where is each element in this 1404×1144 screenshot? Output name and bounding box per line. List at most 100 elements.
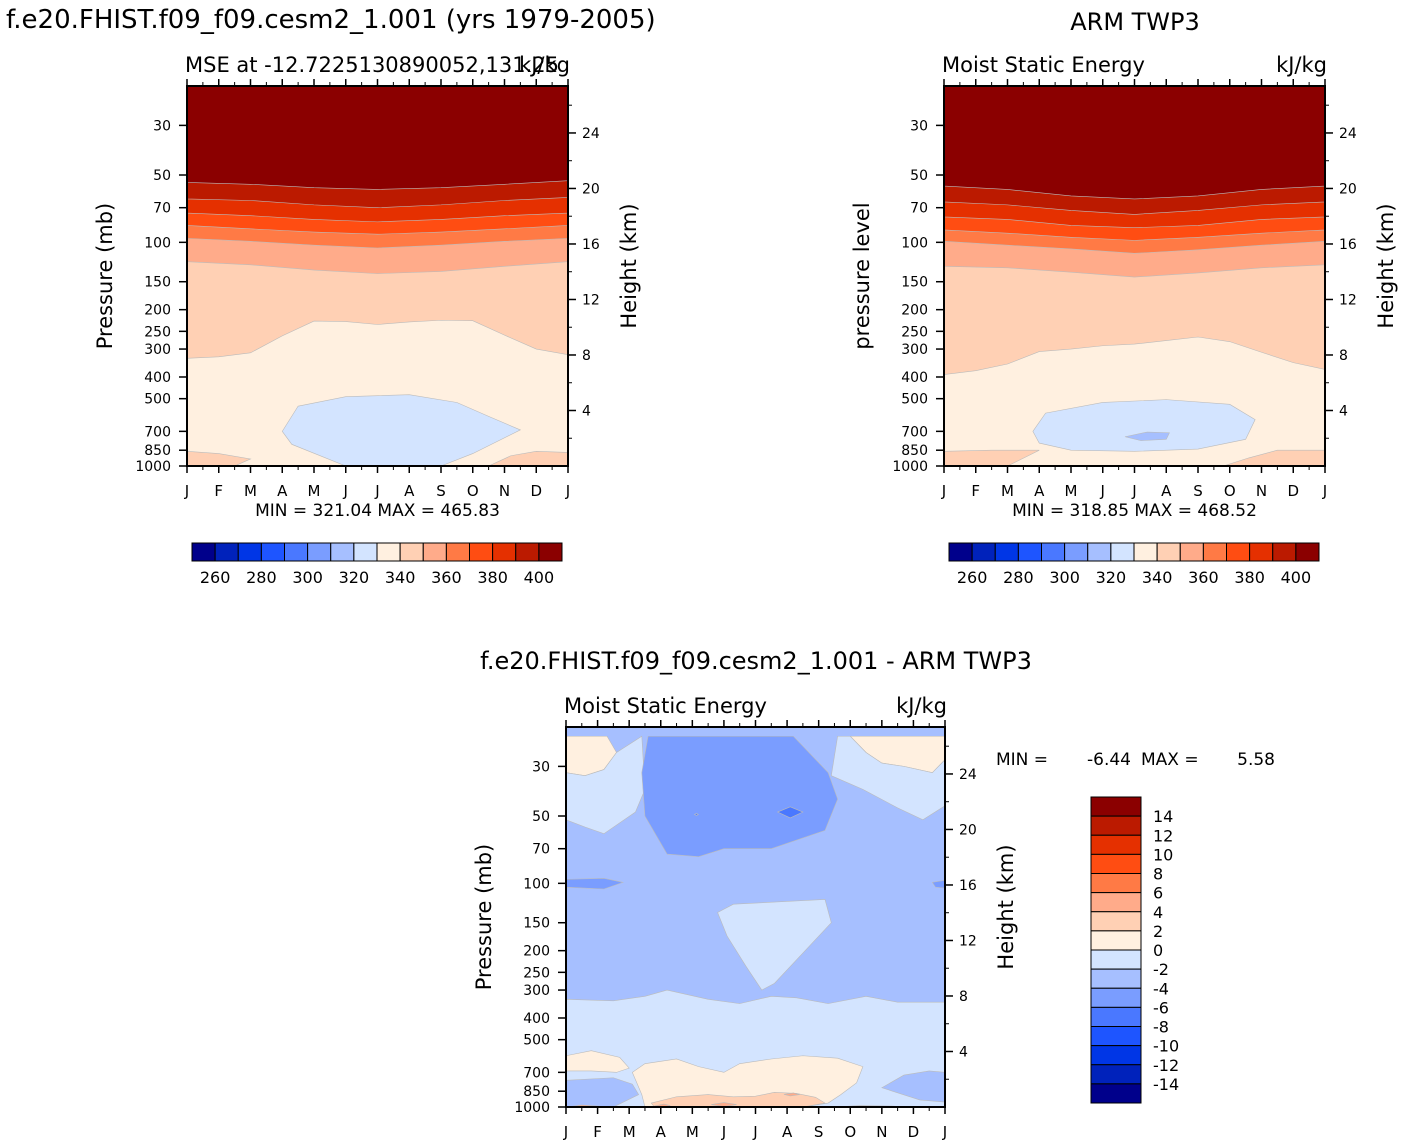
diff-ylabel: Pressure (mb) xyxy=(472,844,496,991)
colorbar-label: 340 xyxy=(385,568,416,587)
diff-min-label: MIN = xyxy=(996,750,1053,770)
colorbar-swatch xyxy=(515,542,540,562)
colorbar-swatch xyxy=(1090,1006,1142,1027)
colorbar-swatch xyxy=(994,542,1019,562)
month-tick-label: M xyxy=(1001,482,1014,500)
month-tick-label: J xyxy=(1131,482,1136,500)
contour-field xyxy=(187,86,568,466)
pressure-tick-label: 200 xyxy=(144,303,171,319)
height-tick-label: 20 xyxy=(582,181,600,197)
month-tick-label: J xyxy=(752,1123,757,1141)
month-tick-label: J xyxy=(941,482,946,500)
pressure-tick-label: 850 xyxy=(144,443,171,459)
colorbar-swatch xyxy=(1133,542,1158,562)
month-tick-label: N xyxy=(876,1123,887,1141)
colorbar-swatch xyxy=(353,542,378,562)
pressure-tick-label: 250 xyxy=(523,965,550,981)
contour-field xyxy=(944,86,1325,466)
month-tick-label: J xyxy=(343,482,348,500)
month-tick-label: J xyxy=(184,482,189,500)
month-tick-label: N xyxy=(1256,482,1267,500)
pressure-tick-label: 100 xyxy=(901,235,928,251)
month-tick-label: M xyxy=(623,1123,636,1141)
month-tick-label: M xyxy=(308,482,321,500)
pressure-tick-label: 850 xyxy=(523,1084,550,1100)
month-tick-label: S xyxy=(436,482,446,500)
model-ylabel: Pressure (mb) xyxy=(93,203,117,350)
contour-band-400 xyxy=(187,86,568,190)
month-tick-label: A xyxy=(782,1123,793,1141)
height-tick-label: 4 xyxy=(959,1044,968,1060)
diff-max-value: 5.58 xyxy=(1237,750,1275,770)
month-tick-label: D xyxy=(908,1123,920,1141)
obs-min-max-text: MIN = 318.85 MAX = 468.52 xyxy=(1012,501,1257,521)
colorbar-label: -6 xyxy=(1153,998,1169,1017)
colorbar-swatch xyxy=(492,542,517,562)
month-tick-label: S xyxy=(1193,482,1203,500)
month-tick-label: A xyxy=(1034,482,1045,500)
colorbar-swatch xyxy=(1226,542,1251,562)
colorbar-swatch xyxy=(307,542,332,562)
height-tick-label: 8 xyxy=(959,989,968,1005)
difference-contour-panel: J F M A M J J A S O N D J305070100150200250300400500… xyxy=(472,694,1179,1141)
contour-region-340 xyxy=(944,449,1040,466)
pressure-tick-label: 250 xyxy=(144,324,171,340)
height-tick-label: 12 xyxy=(582,292,600,308)
colorbar-swatch xyxy=(1179,542,1204,562)
contour-region--2 xyxy=(830,735,945,821)
month-tick-label: A xyxy=(277,482,288,500)
contour-region--4 xyxy=(566,1077,640,1107)
pressure-tick-label: 70 xyxy=(153,201,171,217)
model-min-max-text: MIN = 321.04 MAX = 465.83 xyxy=(255,501,500,521)
pressure-tick-label: 30 xyxy=(153,118,171,134)
colorbar-swatch xyxy=(376,542,401,562)
colorbar-swatch xyxy=(469,542,494,562)
colorbar-swatch xyxy=(1090,930,1142,951)
obs-ylabel: pressure level xyxy=(850,202,874,349)
colorbar-swatch xyxy=(1090,873,1142,894)
colorbar-label: -4 xyxy=(1153,979,1169,998)
colorbar-swatch xyxy=(1090,911,1142,932)
diff-min-value: -6.44 xyxy=(1087,750,1131,770)
colorbar-swatch xyxy=(1202,542,1227,562)
month-tick-label: D xyxy=(530,482,542,500)
colorbar-swatch xyxy=(1110,542,1135,562)
pressure-tick-label: 700 xyxy=(144,424,171,440)
colorbar-label: 340 xyxy=(1142,568,1173,587)
pressure-tick-label: 300 xyxy=(901,342,928,358)
month-tick-label: A xyxy=(656,1123,667,1141)
pressure-tick-label: 200 xyxy=(523,944,550,960)
pressure-tick-label: 300 xyxy=(144,342,171,358)
month-tick-label: J xyxy=(1322,482,1327,500)
colorbar-label: 260 xyxy=(957,568,988,587)
pressure-tick-label: 50 xyxy=(532,809,550,825)
colorbar-label: 380 xyxy=(1234,568,1265,587)
contour-region--4 xyxy=(881,1070,945,1103)
pressure-tick-label: 500 xyxy=(523,1033,550,1049)
colorbar-swatch xyxy=(399,542,424,562)
height-tick-label: 16 xyxy=(959,878,977,894)
colorbar-label: 280 xyxy=(246,568,277,587)
pressure-tick-label: 50 xyxy=(910,168,928,184)
contour-region-340 xyxy=(187,451,252,466)
colorbar-swatch xyxy=(538,542,563,562)
colorbar-label: 320 xyxy=(1096,568,1127,587)
colorbar-swatch xyxy=(445,542,470,562)
colorbar-label: 260 xyxy=(200,568,231,587)
colorbar-label: 360 xyxy=(431,568,462,587)
colorbar-label: -2 xyxy=(1153,960,1169,979)
right-panel-main-title: ARM TWP3 xyxy=(1070,8,1200,36)
left-panel-main-title: f.e20.FHIST.f09_f09.cesm2_1.001 (yrs 197… xyxy=(6,5,656,35)
obs-subtitle-left: Moist Static Energy xyxy=(942,53,1145,77)
obs-ylabel-right: Height (km) xyxy=(1374,203,1398,328)
colorbar-swatch xyxy=(1017,542,1042,562)
contour-region-4 xyxy=(783,1092,800,1097)
pressure-tick-label: 400 xyxy=(523,1011,550,1027)
contour-region--6 xyxy=(641,735,838,857)
month-tick-label: M xyxy=(1065,482,1078,500)
month-tick-label: S xyxy=(814,1123,824,1141)
month-tick-label: J xyxy=(563,1123,568,1141)
month-tick-label: A xyxy=(1161,482,1172,500)
contour-region--6 xyxy=(566,878,624,890)
month-tick-label: M xyxy=(244,482,257,500)
